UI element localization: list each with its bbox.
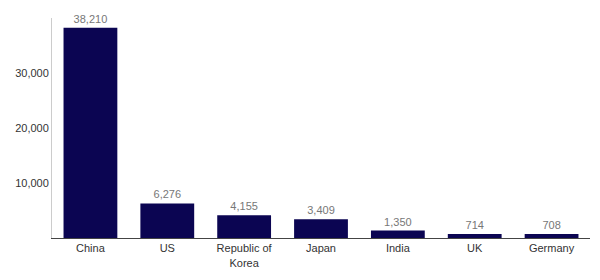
svg-text:714: 714 bbox=[466, 219, 484, 231]
svg-text:38,210: 38,210 bbox=[74, 13, 108, 25]
svg-text:India: India bbox=[386, 242, 411, 254]
svg-text:30,000: 30,000 bbox=[15, 67, 49, 79]
svg-text:China: China bbox=[76, 242, 106, 254]
svg-text:1,350: 1,350 bbox=[384, 216, 412, 228]
svg-text:Germany: Germany bbox=[529, 242, 575, 254]
svg-text:10,000: 10,000 bbox=[15, 177, 49, 189]
svg-text:20,000: 20,000 bbox=[15, 122, 49, 134]
svg-text:UK: UK bbox=[467, 242, 483, 254]
svg-text:Japan: Japan bbox=[306, 242, 336, 254]
svg-text:3,409: 3,409 bbox=[307, 204, 335, 216]
svg-text:4,155: 4,155 bbox=[230, 200, 258, 212]
svg-text:US: US bbox=[160, 242, 175, 254]
svg-text:708: 708 bbox=[542, 219, 560, 231]
svg-text:Republic ofKorea: Republic ofKorea bbox=[217, 242, 273, 268]
svg-text:6,276: 6,276 bbox=[154, 188, 182, 200]
